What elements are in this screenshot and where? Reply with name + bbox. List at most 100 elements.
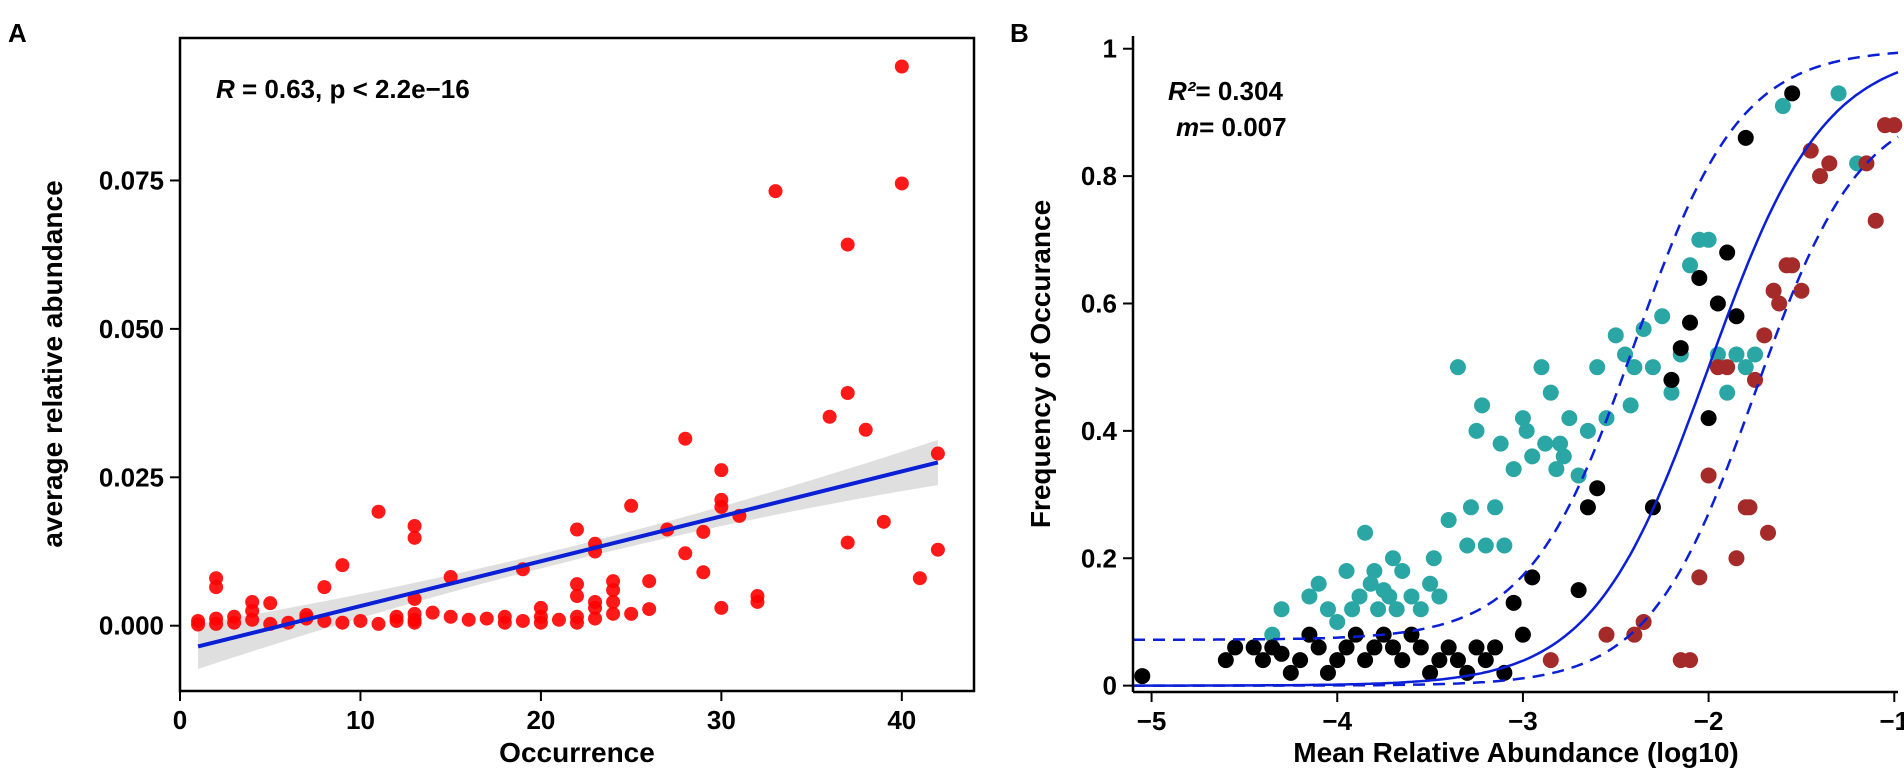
a-point [840,535,855,550]
b-y-tick-label: 0.8 [1081,161,1117,191]
b-point-brown [1760,524,1777,541]
b-point-black [1449,652,1466,669]
b-point-black [1700,410,1717,427]
b-point-brown [1691,569,1708,586]
b-point-black [1468,639,1485,656]
a-point [750,589,765,604]
b-stat-r2-symbol: R² [1168,76,1197,106]
b-point-black [1227,639,1244,656]
b-point-brown [1682,652,1699,669]
a-point [389,609,404,624]
a-y-tick-label: 0.050 [99,314,164,344]
a-point [335,615,350,630]
a-stat-r: R [216,74,235,104]
a-point [263,596,278,611]
b-point-teal [1635,320,1652,337]
b-point-teal [1617,346,1634,363]
a-point [371,616,386,631]
a-point [678,546,693,561]
a-points [191,59,945,632]
b-point-teal [1487,499,1504,516]
a-point [570,577,584,592]
b-point-black [1134,668,1151,685]
b-point-brown [1765,282,1782,299]
b-point-teal [1579,422,1596,439]
b-point-teal [1462,499,1479,516]
b-point-teal [1607,327,1624,344]
a-x-axis-label: Occurrence [499,737,655,768]
b-stat-r2: R²= 0.304 [1168,76,1283,106]
b-x-tick-label: −4 [1322,706,1352,736]
a-point [894,59,909,74]
b-point-teal [1774,98,1791,115]
b-point-teal [1548,461,1565,478]
b-point-teal [1366,562,1383,579]
b-point-teal [1388,601,1405,618]
b-point-teal [1492,435,1509,452]
b-stat-m-symbol: m [1176,112,1199,142]
a-point [624,606,639,621]
b-point-brown [1542,652,1559,669]
b-point-black [1292,652,1309,669]
b-point-teal [1468,422,1485,439]
a-point [570,522,584,537]
b-y-tick-label: 0.2 [1081,543,1117,573]
a-point [588,611,603,626]
a-point [425,605,440,620]
b-point-black [1217,652,1234,669]
a-plot-frame [178,36,976,693]
b-point-brown [1771,295,1788,312]
b-point-teal [1351,588,1368,605]
b-y-tick-label: 0.6 [1081,288,1117,318]
b-point-black [1319,664,1336,681]
a-point [696,524,711,539]
a-x-tick-label: 30 [707,705,736,735]
a-stat-annotation: R = 0.63, p < 2.2e−16 [216,74,470,104]
a-x-axis: 0 10 20 30 40 [173,691,916,735]
b-y-tick-label: 0.4 [1081,416,1118,446]
b-point-teal [1449,359,1466,376]
b-point-teal [1644,359,1661,376]
a-point [497,609,512,624]
b-point-teal [1830,85,1847,102]
b-point-teal [1357,524,1374,541]
b-point-teal [1273,601,1290,618]
a-point [335,558,350,573]
b-point-black [1477,652,1494,669]
b-point-black [1737,129,1754,146]
b-point-teal [1403,588,1420,605]
b-point-teal [1555,448,1572,465]
b-point-teal [1533,359,1550,376]
b-point-black [1422,664,1439,681]
b-point-black [1784,85,1801,102]
b-point-black [1254,652,1271,669]
b-point-black [1514,626,1531,643]
b-points [1134,85,1903,685]
b-point-brown [1886,117,1903,134]
b-point-teal [1514,410,1531,427]
b-y-axis: 0 0.2 0.4 0.6 0.8 1 [1081,34,1133,701]
b-point-brown [1756,327,1773,344]
a-point [840,237,855,252]
b-stat-r2-value: = 0.304 [1195,76,1283,106]
b-point-teal [1719,384,1736,401]
b-point-brown [1793,282,1810,299]
b-point-teal [1394,562,1411,579]
b-point-teal [1310,575,1327,592]
b-point-black [1282,664,1299,681]
a-point [209,571,224,586]
b-point-brown [1747,371,1764,388]
b-point-black [1394,652,1411,669]
b-point-teal [1654,308,1671,325]
a-point [371,504,386,519]
b-point-brown [1821,155,1838,172]
b-point-teal [1329,613,1346,630]
b-point-teal [1737,359,1754,376]
b-x-axis: −5 −4 −3 −2 −1 [1137,692,1904,736]
b-point-teal [1626,359,1643,376]
b-point-black [1412,639,1429,656]
a-point [606,574,621,589]
b-point-teal [1412,601,1429,618]
a-x-tick-label: 0 [173,705,187,735]
